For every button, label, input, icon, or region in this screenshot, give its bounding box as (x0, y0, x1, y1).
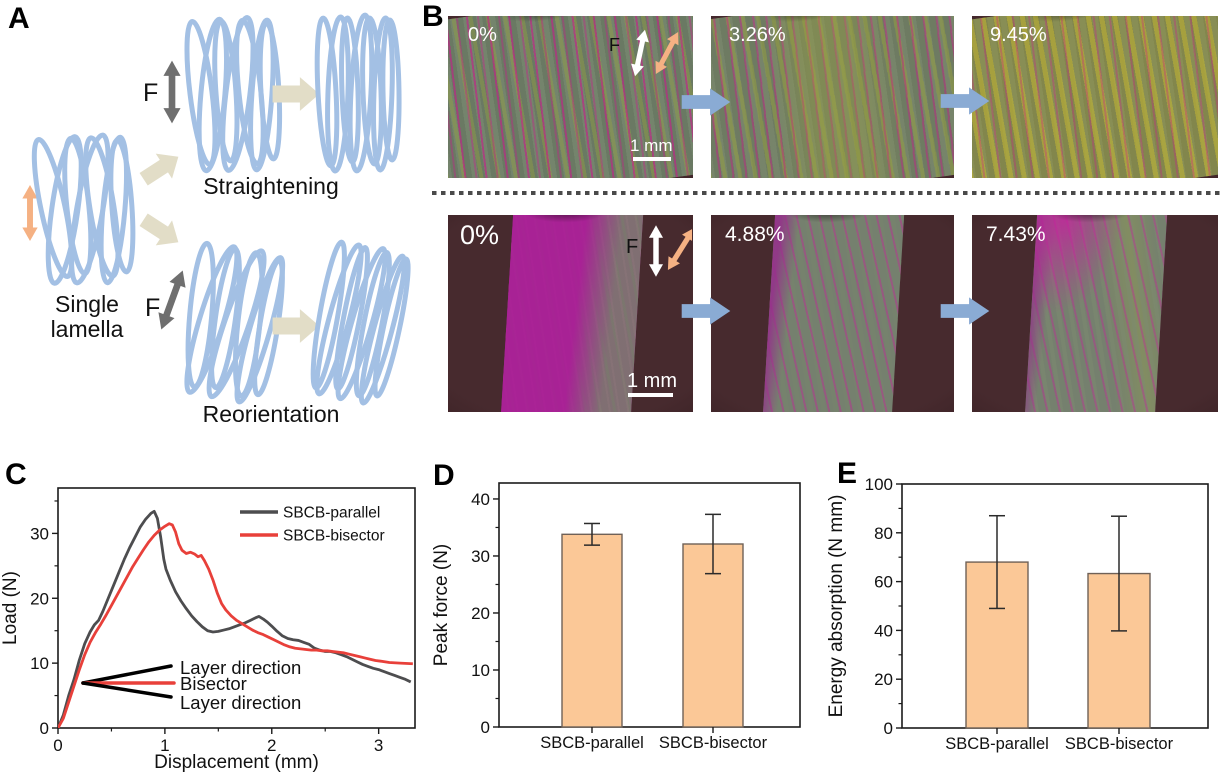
strain-value: 3.26% (729, 24, 786, 46)
force-arrow-white-icon (629, 28, 652, 77)
panel-a-label: A (8, 2, 30, 35)
category-label: SBCB-parallel (945, 735, 1049, 753)
micrograph-bottom-7.43pct: 7.43% (972, 215, 1218, 412)
transition-arrow-top-2-icon (940, 87, 990, 115)
branch-arrow-down-icon (135, 207, 187, 255)
load-displacement-chart: 0 10 20 30 Load (N) 0 1 2 3 Displacement (mm) SBCB… (0, 487, 416, 773)
single-lamella-drawing (27, 133, 137, 285)
scale-bar-label: 1 mm (630, 136, 673, 155)
single-lamella-label-line2: lamella (51, 316, 124, 342)
y-tick-label: 40 (471, 490, 490, 509)
category-label: SBCB-bisector (659, 734, 768, 752)
force-arrow-white-icon (649, 225, 663, 276)
plot-frame (901, 483, 1209, 729)
strain-value: 4.88% (725, 223, 785, 246)
y-tick-label: 10 (471, 661, 490, 680)
scale-bar (628, 393, 673, 397)
force-label: F (609, 35, 620, 55)
reorientation-lamella-after (298, 237, 417, 409)
series-sbcb-bisector (58, 522, 413, 728)
transition-arrow-bottom-1-icon (681, 297, 731, 325)
strain-value: 7.43% (986, 223, 1046, 246)
micrograph-top-3.26pct: 3.26% (711, 16, 954, 178)
panel-c-label: C (5, 458, 27, 491)
y-tick-label: 10 (30, 654, 49, 673)
direction-label: Layer direction (180, 692, 301, 713)
strain-direction-arrow-orange (22, 185, 37, 241)
series-sbcb-parallel (58, 509, 412, 728)
transition-arrow-bottom-2-icon (940, 297, 990, 325)
y-tick-label: 20 (471, 604, 490, 623)
force-label-bottom: F (145, 294, 160, 322)
row-separator-dotted-line (432, 191, 1222, 195)
bar-sbcb-bisector (682, 543, 744, 728)
branch-arrow-up-icon (135, 144, 187, 192)
micrograph-sample (1024, 215, 1169, 412)
plot-frame (57, 487, 416, 729)
y-tick-label: 0 (884, 719, 893, 738)
direction-label: Layer direction (180, 657, 301, 678)
micrograph-bottom-0pct: 0% F 1 mm (448, 215, 693, 412)
y-axis-title: Load (N) (0, 571, 21, 645)
panel-d-label: D (433, 459, 455, 492)
panel-b-label: B (422, 0, 444, 33)
x-axis-title: Displacement (mm) (154, 752, 319, 773)
legend-label: SBCB-bisector (283, 528, 385, 545)
category-label: SBCB-parallel (540, 734, 644, 752)
x-tick-label: 1 (160, 736, 169, 755)
legend-label: SBCB-parallel (283, 505, 380, 522)
x-tick-label: 3 (374, 736, 383, 755)
strain-value: 0% (460, 220, 500, 250)
force-arrow-top-icon (163, 61, 180, 124)
y-tick-label: 20 (30, 589, 49, 608)
y-axis-title: Peak force (N) (431, 544, 452, 666)
single-lamella-label-line1: Single (55, 291, 119, 317)
direction-label: Bisector (180, 673, 247, 694)
y-tick-label: 80 (874, 524, 893, 543)
force-arrow-orange-icon (650, 29, 684, 77)
direction-line (81, 664, 173, 685)
x-tick-label: 2 (267, 736, 276, 755)
y-tick-label: 0 (481, 718, 490, 737)
force-label-top: F (143, 79, 158, 107)
force-arrow-orange-icon (662, 224, 692, 273)
scale-bar (633, 157, 671, 161)
category-label: SBCB-bisector (1065, 735, 1174, 753)
scale-bar-label: 1 mm (627, 370, 677, 392)
energy-absorption-bar-chart: 0 20 40 60 80 100 Energy absorption (N mm) SBCB… (826, 475, 1209, 753)
peak-force-bar-chart: 0 10 20 30 40 Peak force (N) SBCB-parallel SBCB… (431, 482, 801, 752)
y-tick-label: 20 (874, 670, 893, 689)
plot-frame (498, 482, 801, 728)
force-label: F (626, 236, 638, 258)
y-axis-title: Energy absorption (N mm) (826, 495, 847, 718)
micrograph-bottom-4.88pct: 4.88% (711, 215, 954, 412)
bar-sbcb-parallel (561, 533, 623, 728)
panel-e-label: E (837, 457, 858, 490)
y-tick-label: 30 (30, 524, 49, 543)
straightening-label: Straightening (203, 173, 339, 199)
y-tick-label: 0 (40, 719, 49, 738)
y-tick-label: 40 (874, 621, 893, 640)
panel-a-schematic: Single lamella F Straightening F Reorien… (0, 0, 445, 427)
strain-value: 0% (468, 24, 497, 46)
micrograph-top-0pct: 0% F 1 mm (448, 16, 693, 178)
y-tick-label: 60 (874, 573, 893, 592)
straightening-lamella-after (314, 15, 400, 172)
micrograph-top-9.45pct: 9.45% (972, 16, 1218, 178)
y-tick-label: 30 (471, 547, 490, 566)
reorientation-label: Reorientation (203, 401, 340, 427)
x-tick-label: 0 (53, 736, 62, 755)
y-tick-label: 100 (865, 475, 893, 494)
transition-arrow-top-1-icon (681, 88, 731, 116)
strain-value: 9.45% (990, 24, 1047, 46)
direction-line (81, 681, 173, 699)
straightening-lamella-before (181, 16, 282, 172)
